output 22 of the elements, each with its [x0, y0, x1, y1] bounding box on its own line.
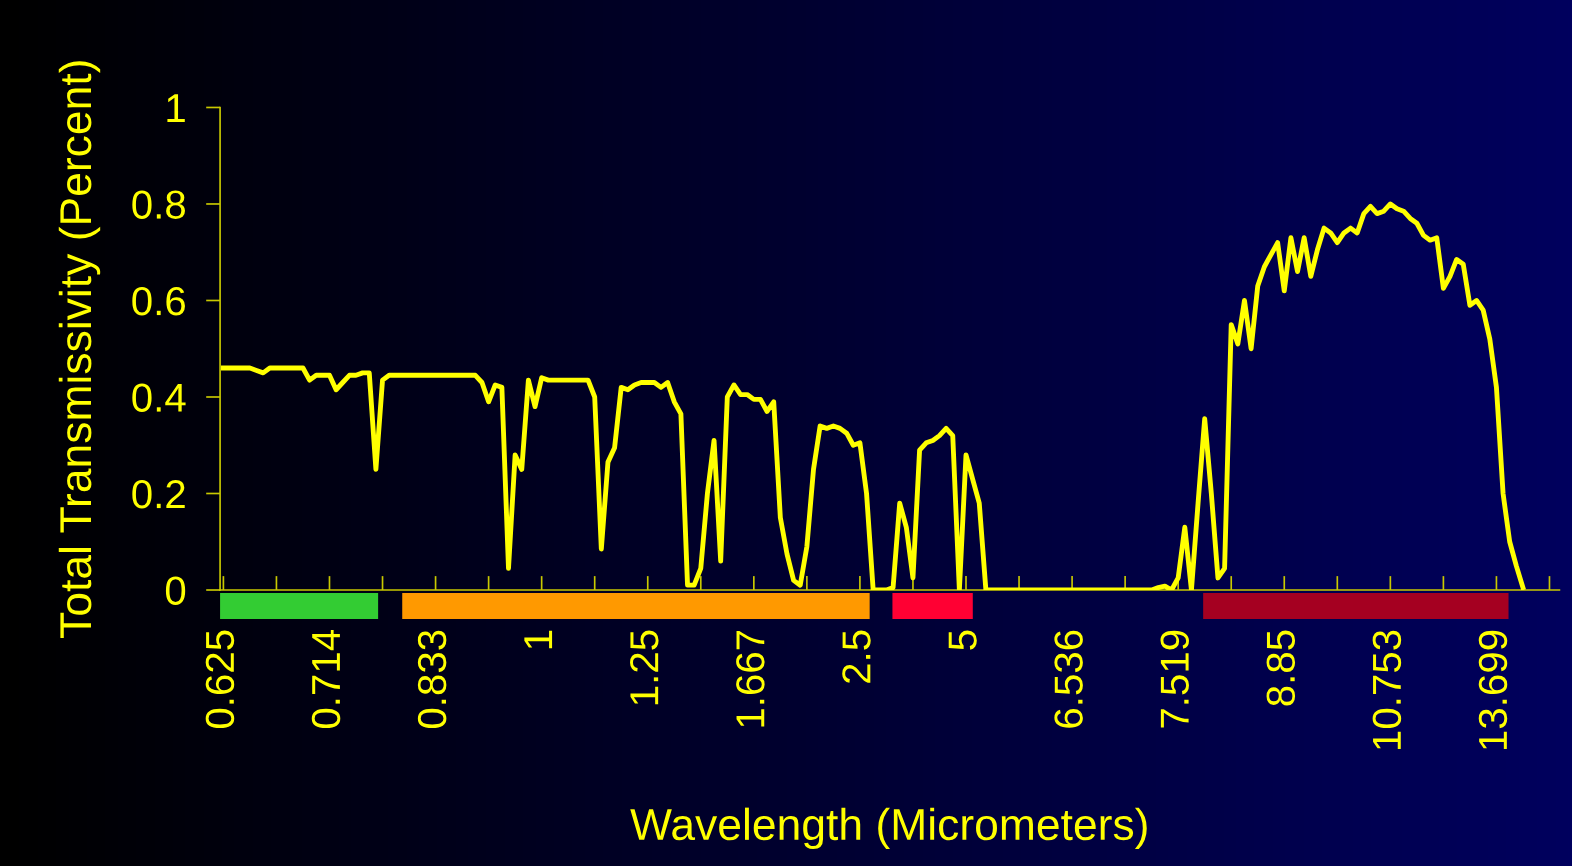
- y-tick-label: 0.6: [132, 286, 185, 316]
- y-axis-title: Total Transmissivity (Percent): [58, 61, 101, 638]
- x-tick-label: 8.85: [1266, 630, 1296, 706]
- y-tick-label: 0: [165, 576, 186, 605]
- x-tick-label: 13.699: [1478, 630, 1508, 749]
- x-tick-label: 0.625: [205, 630, 235, 729]
- y-tick-label: 0.2: [132, 479, 185, 509]
- x-tick-label: 1: [524, 630, 553, 649]
- x-tick-label: 7.519: [1160, 630, 1189, 728]
- x-tick-label: 6.536: [1054, 630, 1083, 728]
- x-tick-label: 0.714: [311, 630, 341, 729]
- y-tick-label: 0.4: [132, 383, 186, 412]
- y-tick-label: 0.8: [132, 190, 185, 219]
- y-tick-label: 1: [167, 94, 185, 123]
- x-tick-label: 5: [948, 630, 977, 650]
- x-tick-label: 1.25: [630, 630, 659, 705]
- x-axis-title: Wavelength (Micrometers): [630, 807, 1147, 850]
- x-tick-label: 10.753: [1372, 630, 1402, 749]
- x-tick-label: 2.5: [842, 630, 871, 683]
- x-tick-label: 1.667: [736, 630, 765, 727]
- x-tick-label: 0.833: [417, 630, 447, 729]
- line-series: [220, 201, 1526, 591]
